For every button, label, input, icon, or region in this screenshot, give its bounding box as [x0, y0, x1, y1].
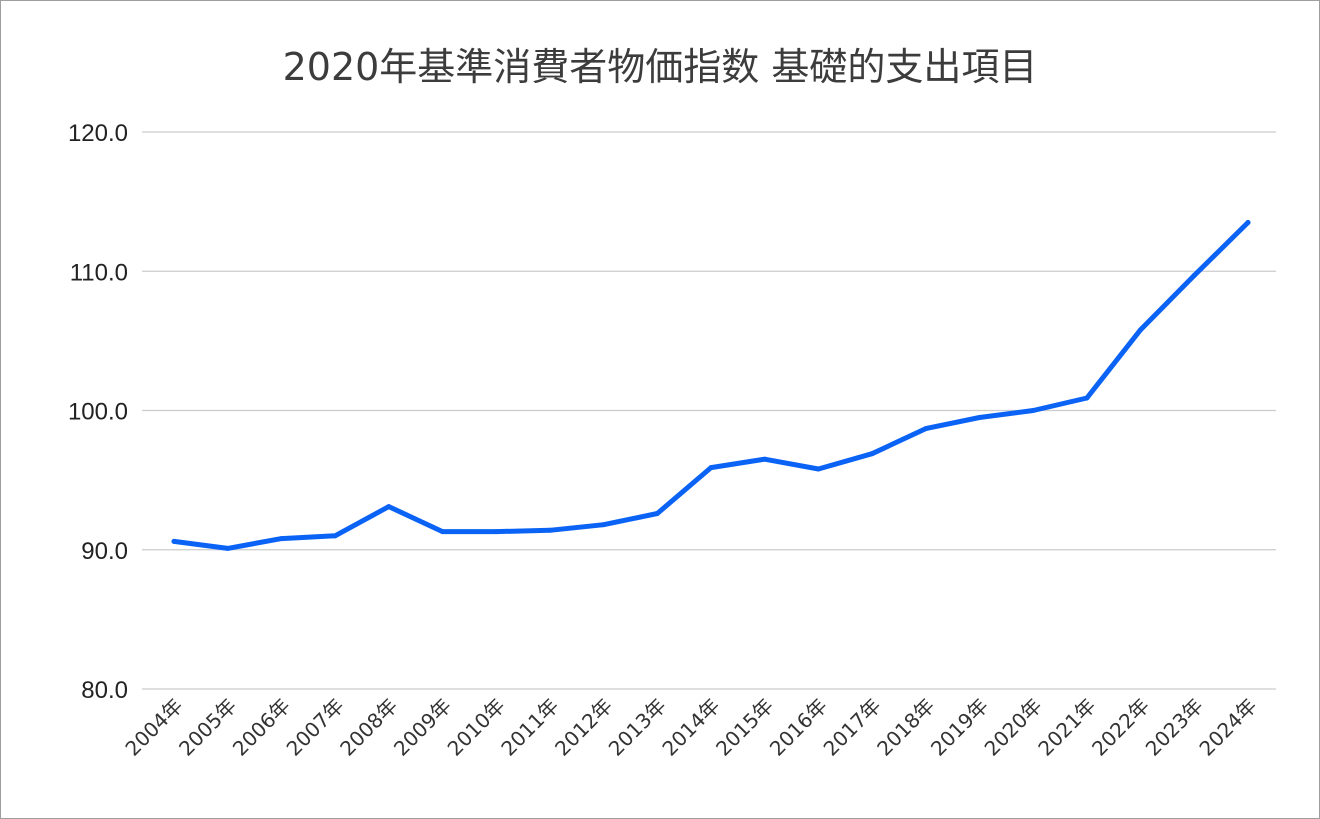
y-tick-label: 80.0: [81, 677, 128, 704]
data-point: [1030, 408, 1036, 413]
data-point: [1191, 272, 1197, 278]
data-point: [332, 533, 338, 539]
x-tick-label: 2004年: [120, 694, 187, 761]
x-tick-label: 2017年: [819, 694, 886, 761]
gridlines: [142, 131, 1276, 690]
x-tick-label: 2013年: [604, 694, 671, 761]
y-tick-label: 90.0: [81, 538, 128, 565]
x-tick-label: 2021年: [1033, 694, 1100, 761]
x-tick-label: 2007年: [282, 694, 349, 761]
data-point: [708, 465, 714, 471]
data-point: [923, 426, 929, 432]
data-point: [440, 529, 445, 535]
y-axis-ticks: 80.0 90.0 100.0 110.0 120.0: [68, 120, 128, 704]
x-tick-label: 2005年: [174, 694, 241, 761]
data-point: [869, 451, 875, 457]
x-tick-label: 2008年: [335, 694, 402, 761]
x-tick-label: 2010年: [443, 694, 510, 761]
x-tick-label: 2012年: [550, 694, 617, 761]
data-point: [815, 466, 821, 472]
data-point: [225, 545, 231, 551]
x-tick-label: 2023年: [1141, 694, 1208, 761]
x-tick-label: 2016年: [765, 694, 832, 761]
x-tick-label: 2009年: [389, 694, 456, 761]
x-tick-label: 2024年: [1194, 694, 1261, 761]
data-point: [386, 504, 392, 510]
x-tick-label: 2014年: [657, 694, 724, 761]
data-point: [278, 536, 284, 542]
chart-title: 2020年基準消費者物価指数 基礎的支出項目: [283, 45, 1038, 89]
data-point: [493, 529, 499, 535]
x-tick-label: 2015年: [711, 694, 778, 761]
data-point: [1245, 220, 1251, 226]
data-point: [1084, 395, 1090, 401]
series-layer: [171, 220, 1251, 551]
y-tick-label: 100.0: [68, 399, 128, 426]
x-tick-label: 2022年: [1087, 694, 1154, 761]
x-tick-label: 2011年: [496, 694, 563, 761]
y-tick-label: 110.0: [70, 259, 128, 286]
y-tick-label: 120.0: [68, 120, 128, 147]
data-point: [171, 538, 177, 544]
x-tick-label: 2018年: [872, 694, 939, 761]
data-point: [654, 511, 660, 517]
data-point: [601, 522, 607, 528]
data-point: [1138, 327, 1144, 333]
data-point: [762, 456, 768, 462]
x-axis-ticks: 2004年2005年2006年2007年2008年2009年2010年2011年…: [120, 694, 1261, 761]
data-point: [977, 414, 982, 420]
data-point: [547, 527, 553, 533]
x-tick-label: 2006年: [228, 694, 295, 761]
x-tick-label: 2019年: [926, 694, 993, 761]
x-tick-label: 2020年: [980, 694, 1047, 761]
